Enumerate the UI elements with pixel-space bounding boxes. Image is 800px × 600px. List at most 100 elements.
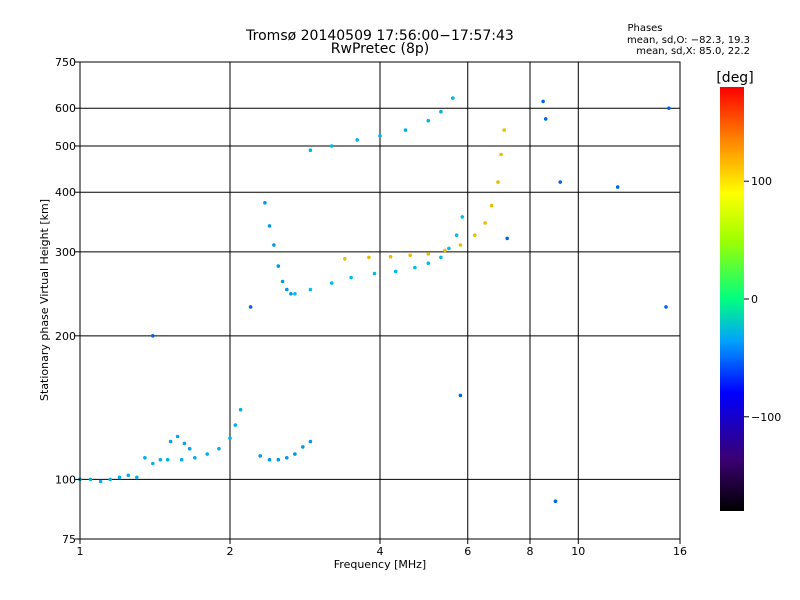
data-point	[276, 264, 281, 268]
data-point	[483, 221, 487, 225]
data-point	[664, 305, 668, 309]
data-point	[454, 233, 459, 237]
data-point	[217, 446, 221, 451]
data-point	[458, 243, 463, 247]
data-point	[558, 180, 562, 184]
data-point	[426, 118, 431, 123]
colorbar-tick-label: −100	[751, 411, 781, 424]
y-tick-label: 75	[62, 533, 76, 546]
data-point	[615, 185, 620, 189]
data-point	[108, 477, 112, 482]
grid-lines	[79, 61, 681, 540]
data-point	[258, 454, 263, 458]
data-point	[543, 117, 548, 121]
data-point	[248, 305, 253, 309]
data-point	[117, 475, 122, 480]
data-point	[280, 279, 285, 284]
y-tick-label: 300	[55, 246, 76, 259]
data-traces	[78, 96, 671, 504]
data-point	[179, 457, 184, 462]
data-point	[175, 434, 180, 439]
data-point	[308, 439, 313, 444]
data-point	[151, 461, 155, 466]
data-point	[88, 477, 93, 482]
data-point	[553, 499, 558, 504]
colorbar-label: [deg]	[716, 70, 753, 86]
y-tick-label: 600	[55, 102, 76, 115]
data-point	[158, 457, 163, 462]
data-point	[285, 456, 289, 460]
phases-o-stats: mean, sd,O: −82.3, 19.3	[627, 35, 750, 46]
data-point	[272, 243, 276, 247]
y-tick-label: 200	[55, 330, 76, 343]
data-point	[505, 236, 510, 241]
y-tick-label: 500	[55, 140, 76, 153]
chart-subtitle: RwPretec (8p)	[331, 41, 429, 57]
data-point	[276, 457, 281, 462]
colorbar	[720, 87, 744, 511]
data-point	[329, 144, 334, 148]
data-point	[263, 201, 267, 205]
y-tick-label: 400	[55, 186, 76, 199]
data-point	[205, 452, 209, 456]
data-point	[378, 134, 382, 138]
data-point	[496, 180, 500, 184]
data-point	[126, 473, 131, 478]
data-point	[165, 457, 170, 462]
data-point	[393, 269, 398, 274]
x-tick-label: 10	[571, 545, 585, 558]
data-point	[367, 255, 371, 260]
data-point	[349, 275, 353, 280]
data-point	[447, 246, 451, 251]
data-point	[267, 457, 272, 462]
data-point	[308, 148, 313, 152]
data-point	[289, 292, 293, 296]
phases-title: Phases	[627, 23, 662, 34]
data-point	[408, 253, 413, 258]
data-point	[143, 456, 147, 460]
x-tick-label: 6	[464, 545, 471, 558]
data-point	[388, 254, 393, 259]
x-tick-label: 4	[377, 545, 384, 558]
data-point	[98, 479, 103, 484]
data-point	[451, 96, 455, 100]
data-point	[460, 215, 465, 219]
x-tick-label: 8	[527, 545, 534, 558]
data-point	[343, 257, 347, 261]
data-point	[233, 423, 238, 427]
data-point	[489, 203, 494, 208]
data-point	[541, 99, 545, 104]
data-point	[151, 334, 155, 338]
data-point	[502, 128, 507, 132]
data-point	[473, 233, 477, 237]
data-point	[301, 445, 305, 449]
data-point	[355, 138, 360, 142]
data-point	[426, 252, 431, 256]
x-tick-label: 16	[673, 545, 687, 558]
data-point	[329, 281, 334, 285]
y-tick-label: 100	[55, 473, 76, 486]
y-tick-label: 750	[55, 56, 76, 69]
tick-labels: 1 2 4 6 8 10 16 75 100 200 300 400 500 600 750	[55, 56, 687, 558]
data-point	[426, 261, 431, 266]
data-point	[499, 152, 503, 157]
data-point	[193, 456, 197, 460]
data-point	[168, 439, 173, 444]
x-tick-label: 1	[77, 545, 84, 558]
x-tick-label: 2	[227, 545, 234, 558]
data-point	[285, 287, 289, 292]
phases-x-stats: mean, sd,X: 85.0, 22.2	[636, 46, 750, 57]
y-axis-label: Stationary phase Virtual Height [km]	[38, 199, 51, 401]
data-point	[403, 128, 408, 132]
colorbar-tick-label: 0	[751, 293, 758, 306]
data-point	[238, 407, 243, 412]
data-point	[267, 224, 272, 228]
x-axis-label: Frequency [MHz]	[334, 558, 426, 571]
data-point	[458, 393, 463, 398]
colorbar-ticks: −100 0 100	[744, 175, 781, 424]
data-point	[308, 287, 313, 292]
data-point	[187, 446, 192, 451]
data-point	[439, 109, 443, 114]
data-point	[293, 292, 297, 296]
